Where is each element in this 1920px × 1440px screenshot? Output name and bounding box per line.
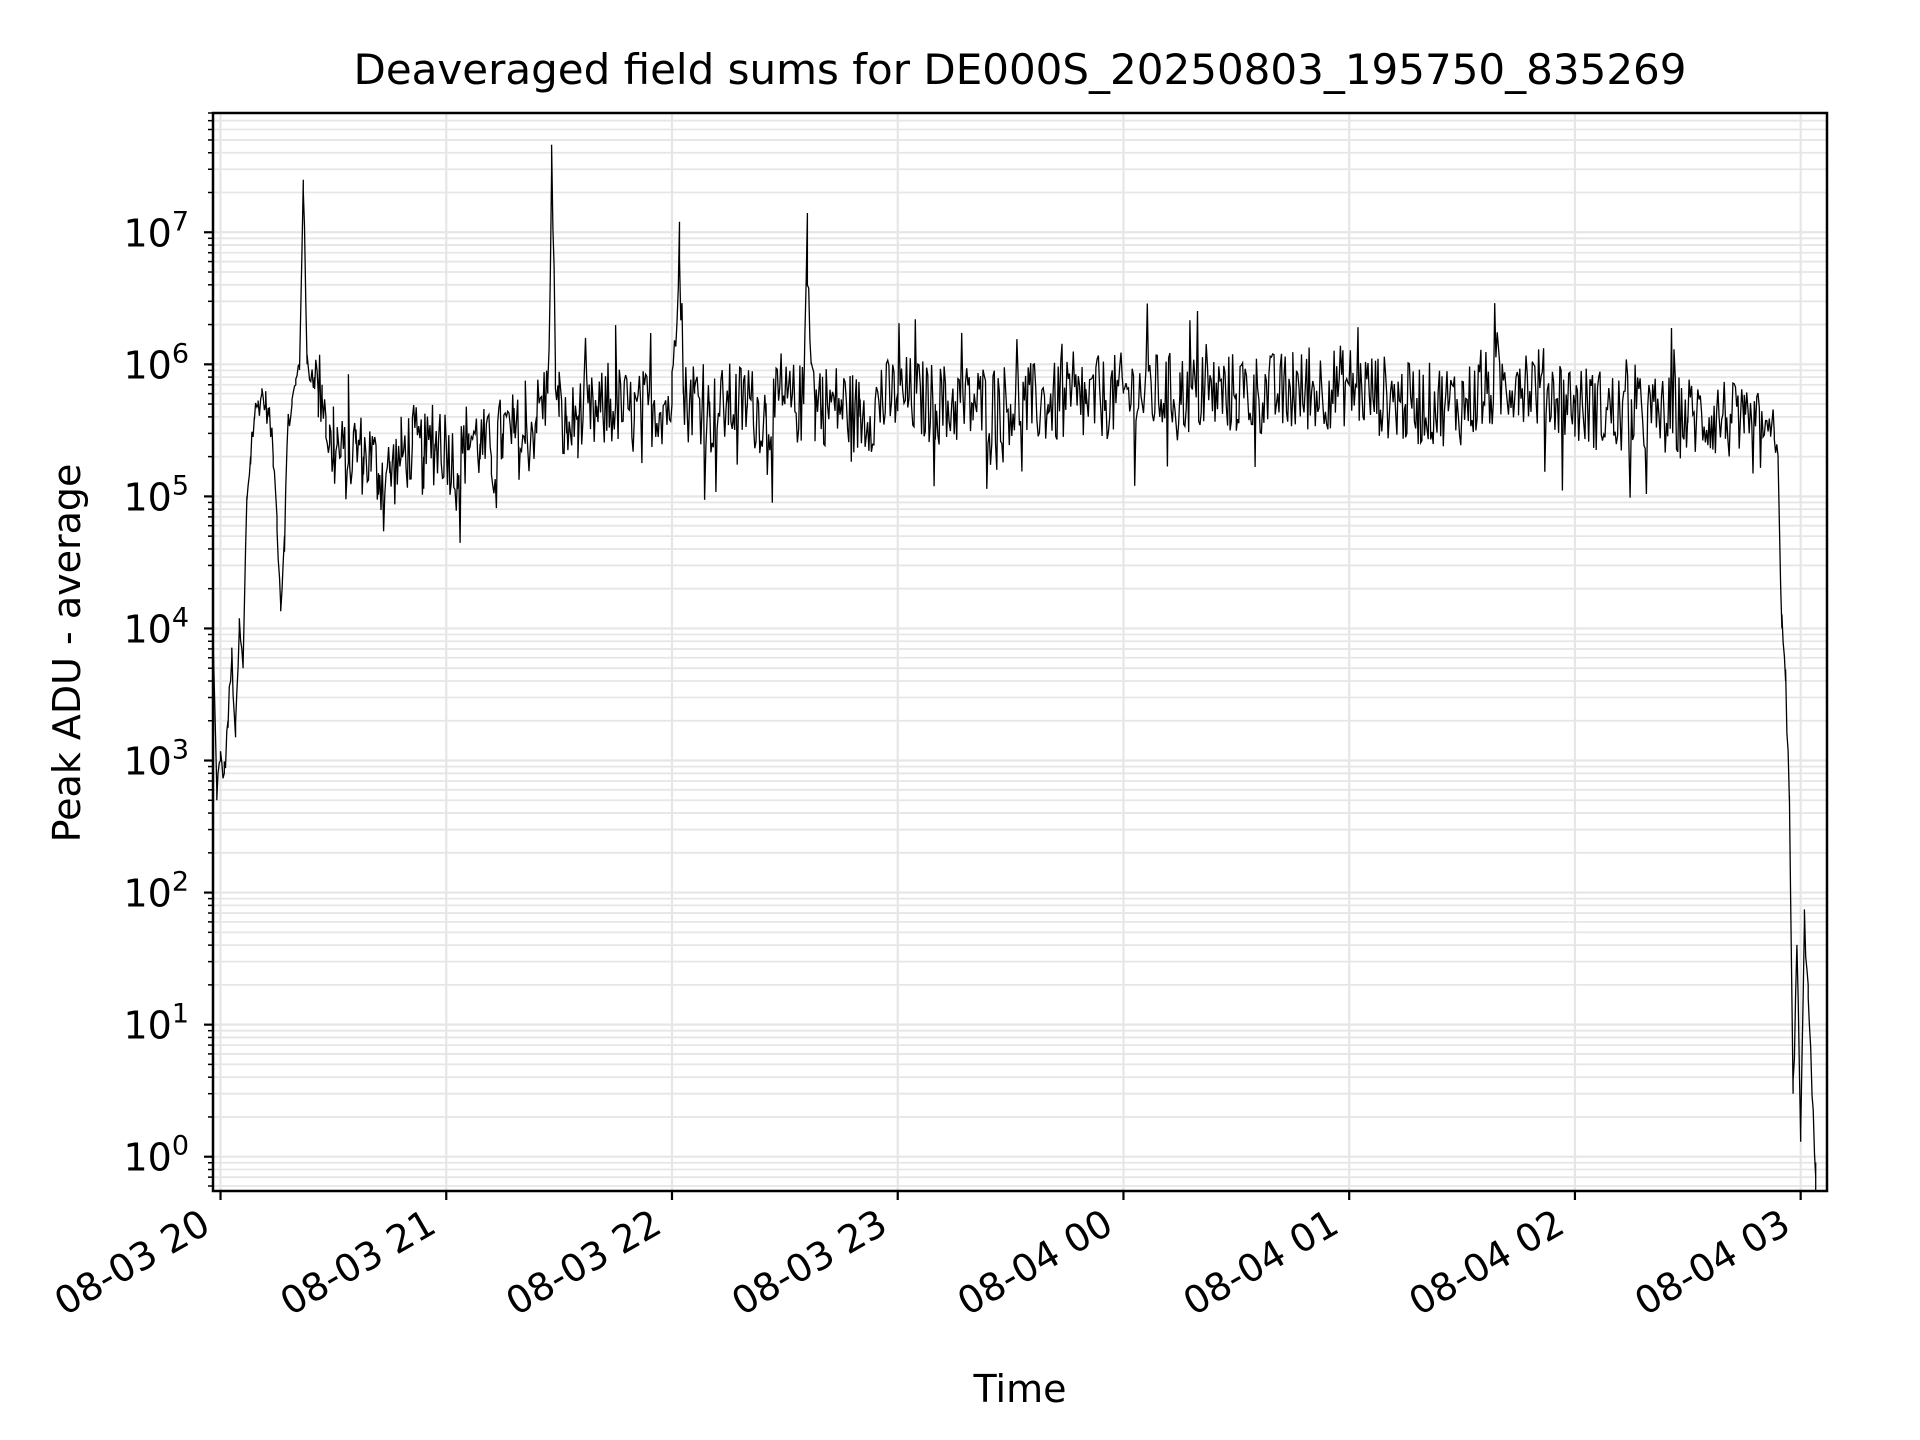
series-lines bbox=[213, 144, 1817, 1191]
series-line bbox=[213, 144, 1817, 1191]
minor-gridlines bbox=[208, 112, 1827, 1187]
y-tick-label: 106 bbox=[123, 338, 189, 387]
major-gridlines bbox=[213, 113, 1827, 1191]
plot-area bbox=[213, 113, 1827, 1191]
y-tick-label: 104 bbox=[123, 602, 189, 651]
y-tick-label: 107 bbox=[123, 206, 189, 255]
x-axis-label: Time bbox=[973, 1367, 1067, 1411]
y-tick-label: 102 bbox=[123, 867, 189, 916]
plot-frame bbox=[211, 111, 1829, 1193]
y-tick-label: 100 bbox=[123, 1131, 189, 1180]
chart-title: Deaveraged field sums for DE000S_2025080… bbox=[354, 45, 1687, 94]
y-tick-label: 105 bbox=[123, 470, 189, 519]
y-tick-label: 101 bbox=[123, 999, 189, 1048]
y-axis-ticks: 100 101 102 103 104 105 106 107 bbox=[123, 206, 213, 1180]
y-tick-label: 103 bbox=[123, 735, 189, 784]
y-axis-label: Peak ADU - average bbox=[45, 464, 89, 843]
